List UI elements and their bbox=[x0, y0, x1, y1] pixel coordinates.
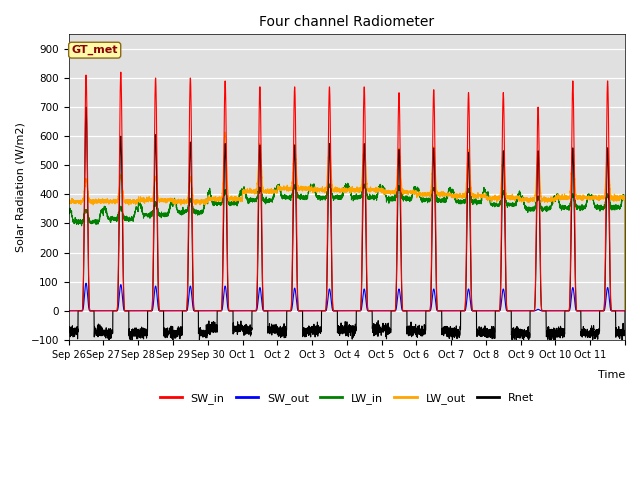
Rnet bbox=[527, 308, 535, 314]
LW_in bbox=[65, 212, 72, 217]
SW_in bbox=[180, 308, 188, 314]
Line: Rnet: Rnet bbox=[68, 107, 625, 344]
Rnet bbox=[500, 152, 508, 158]
Line: LW_out: LW_out bbox=[68, 132, 625, 311]
LW_in bbox=[541, 204, 549, 209]
Rnet bbox=[449, 341, 456, 347]
SW_in bbox=[527, 308, 534, 314]
Text: GT_met: GT_met bbox=[72, 45, 118, 55]
LW_out bbox=[180, 196, 188, 202]
SW_in bbox=[368, 308, 376, 314]
LW_in bbox=[368, 195, 376, 201]
SW_in bbox=[397, 261, 405, 267]
SW_in bbox=[117, 69, 125, 75]
LW_out bbox=[368, 187, 376, 192]
SW_out bbox=[500, 287, 508, 292]
LW_out bbox=[541, 196, 549, 202]
LW_in bbox=[344, 180, 351, 186]
SW_in bbox=[541, 308, 549, 314]
SW_out bbox=[65, 308, 72, 314]
Rnet bbox=[397, 273, 405, 279]
Line: LW_in: LW_in bbox=[68, 183, 625, 311]
SW_in bbox=[621, 308, 629, 314]
SW_in bbox=[500, 92, 508, 98]
Text: Time: Time bbox=[598, 371, 625, 381]
SW_out bbox=[621, 308, 629, 314]
SW_out bbox=[541, 308, 549, 314]
Rnet bbox=[368, 308, 376, 314]
LW_in bbox=[397, 192, 405, 197]
LW_out bbox=[527, 197, 534, 203]
Rnet bbox=[82, 104, 90, 110]
SW_out bbox=[180, 308, 188, 314]
Rnet bbox=[541, 308, 549, 314]
Rnet bbox=[180, 308, 188, 314]
LW_in bbox=[527, 205, 534, 211]
SW_in bbox=[65, 308, 72, 314]
SW_out bbox=[368, 308, 376, 314]
Rnet bbox=[65, 327, 72, 333]
LW_out bbox=[500, 150, 508, 156]
LW_in bbox=[621, 308, 629, 314]
LW_in bbox=[180, 211, 188, 216]
Line: SW_out: SW_out bbox=[68, 283, 625, 311]
Title: Four channel Radiometer: Four channel Radiometer bbox=[259, 15, 435, 29]
Y-axis label: Solar Radiation (W/m2): Solar Radiation (W/m2) bbox=[15, 122, 25, 252]
SW_out bbox=[527, 308, 534, 314]
Legend: SW_in, SW_out, LW_in, LW_out, Rnet: SW_in, SW_out, LW_in, LW_out, Rnet bbox=[155, 388, 538, 408]
SW_out bbox=[82, 280, 90, 286]
Line: SW_in: SW_in bbox=[68, 72, 625, 311]
SW_out bbox=[397, 303, 405, 309]
LW_out bbox=[397, 182, 405, 188]
LW_in bbox=[500, 191, 508, 197]
Rnet bbox=[621, 308, 629, 314]
LW_out bbox=[621, 308, 629, 314]
LW_out bbox=[65, 200, 72, 206]
LW_out bbox=[221, 129, 229, 135]
